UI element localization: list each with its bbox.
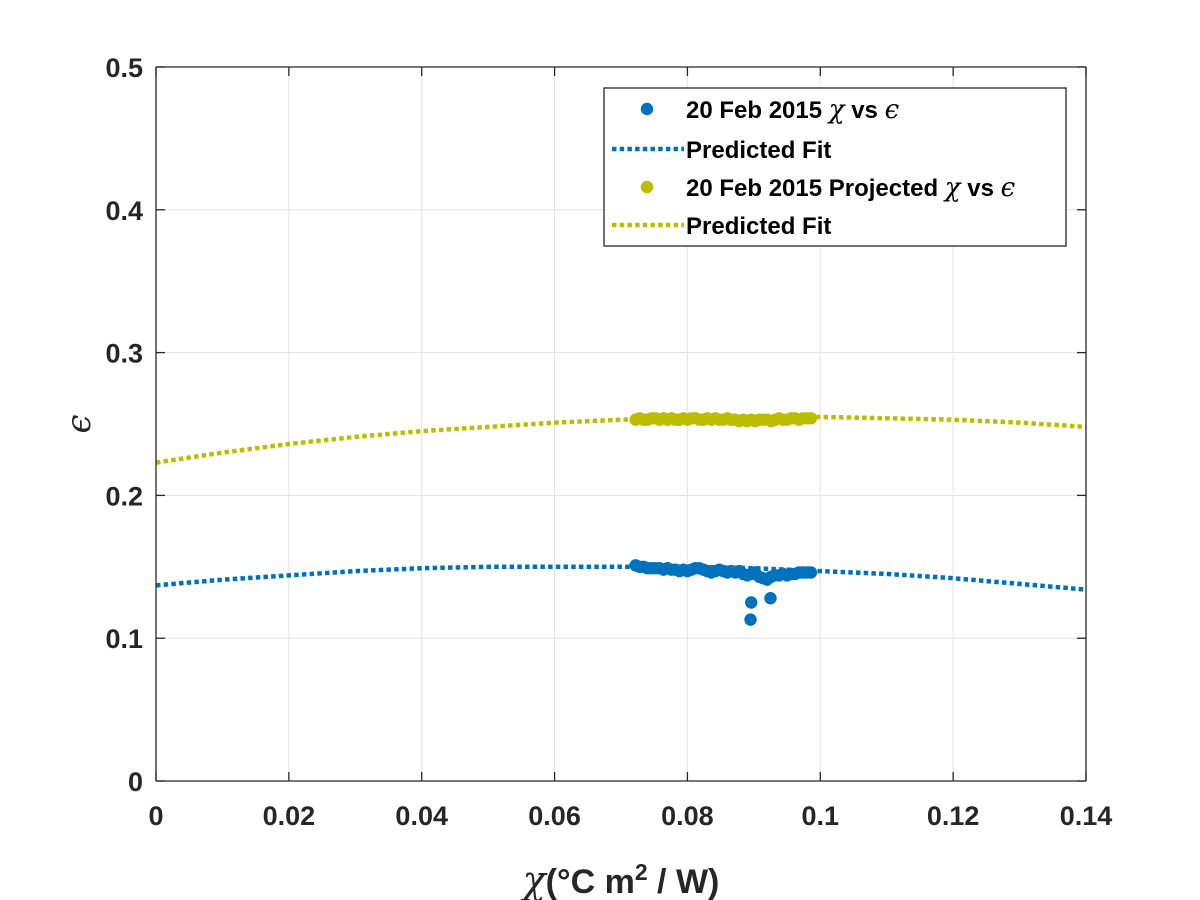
y-tick-label: 0.1 xyxy=(105,624,143,654)
legend-math-symbol: ϵ xyxy=(885,95,900,125)
axes xyxy=(155,66,1087,782)
x-tick-label: 0 xyxy=(148,801,163,831)
legend-math-symbol: χ xyxy=(827,95,847,125)
legend-text-part: Predicted Fit xyxy=(686,213,831,240)
plot-data xyxy=(155,412,1087,626)
legend: 20 Feb 2015 χ vs ϵ Predicted Fit 20 Feb 20… xyxy=(603,87,1067,247)
legend-text-part: Predicted Fit xyxy=(686,137,831,164)
y-tick-label: 0.3 xyxy=(105,339,143,369)
x-axis-unit-exponent: 2 xyxy=(635,859,648,885)
legend-text-part: 20 Feb 2015 xyxy=(686,97,829,124)
tick-labels: 0 0.02 0.04 0.06 0.08 0.1 0.12 0.14 0 0.1 0.2 0.3 0.… xyxy=(105,53,1112,831)
x-tick-label: 0.02 xyxy=(263,801,316,831)
legend-marker-2 xyxy=(640,180,654,194)
data-point-series-0 xyxy=(764,592,777,605)
legend-text-part: vs xyxy=(961,175,1001,202)
legend-text-part: 20 Feb 2015 Projected xyxy=(686,175,945,202)
x-axis-symbol: χ xyxy=(520,858,548,900)
legend-math-symbol: χ xyxy=(943,173,963,203)
x-axis-label: χ(°C m2 / W) xyxy=(520,858,720,900)
legend-label-1: Predicted Fit xyxy=(686,137,831,164)
x-axis-unit-tail: / W) xyxy=(648,863,720,900)
y-tick-label: 0.2 xyxy=(105,481,143,511)
y-tick-label: 0.5 xyxy=(105,53,143,83)
x-axis-unit: (°C m xyxy=(546,863,635,900)
x-tick-label: 0.08 xyxy=(661,801,714,831)
x-tick-label: 0.14 xyxy=(1060,801,1113,831)
data-point-series-0 xyxy=(745,596,758,609)
legend-label-3: Predicted Fit xyxy=(686,213,831,240)
x-tick-label: 0.06 xyxy=(528,801,581,831)
y-axis-label: ϵ xyxy=(59,414,99,433)
legend-box xyxy=(603,87,1067,247)
data-point-series-0 xyxy=(744,613,757,626)
x-tick-label: 0.12 xyxy=(927,801,980,831)
x-tick-label: 0.04 xyxy=(395,801,448,831)
legend-math-symbol: ϵ xyxy=(1001,173,1016,203)
fit-line-series-3 xyxy=(155,414,1087,465)
legend-text-part: vs xyxy=(845,97,885,124)
fit-line-series-1 xyxy=(155,564,1087,592)
legend-label-0: 20 Feb 2015 χ vs ϵ xyxy=(686,95,900,125)
x-tick-label: 0.1 xyxy=(802,801,840,831)
y-tick-label: 0 xyxy=(128,767,143,797)
legend-marker-0 xyxy=(640,102,654,116)
y-tick-label: 0.4 xyxy=(105,196,143,226)
legend-label-2: 20 Feb 2015 Projected χ vs ϵ xyxy=(686,173,1016,203)
